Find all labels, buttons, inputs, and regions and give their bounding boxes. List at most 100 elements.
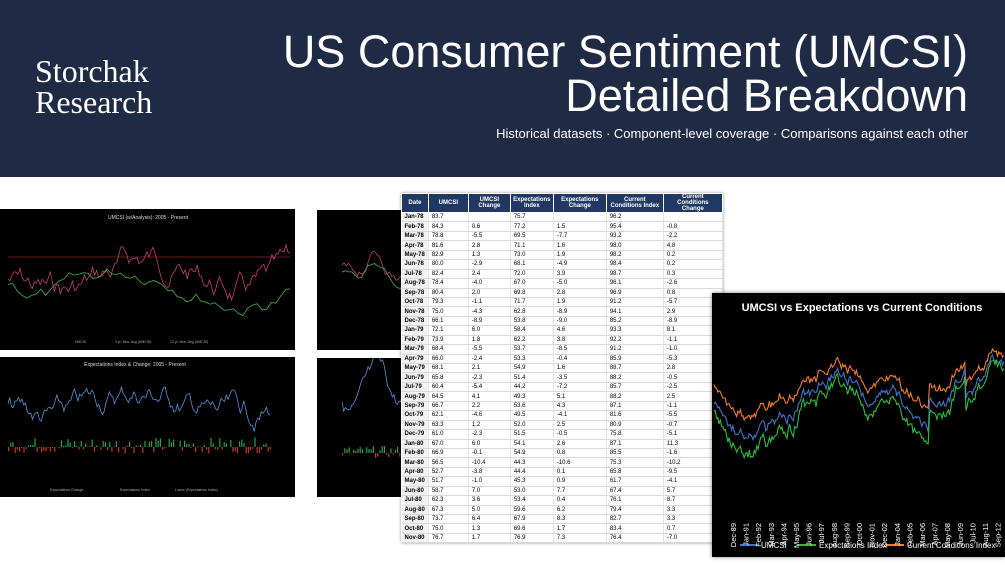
table-cell: 66.0 <box>428 354 469 365</box>
decor-bar <box>219 438 221 447</box>
table-cell: 71.1 <box>510 240 554 251</box>
table-cell: 2.8 <box>553 288 607 298</box>
table-cell: 92.2 <box>606 335 664 346</box>
table-cell: 54.9 <box>510 363 554 374</box>
table-cell: 3.6 <box>468 495 511 506</box>
table-cell: 2.8 <box>468 240 511 251</box>
table-cell: 87.1 <box>606 439 664 449</box>
decor-bar <box>267 447 269 452</box>
table-cell: 69.6 <box>510 523 554 534</box>
table-cell: 5.0 <box>468 505 511 516</box>
table-cell: 4.8 <box>663 240 723 251</box>
table-cell: -7.2 <box>553 382 607 393</box>
table-cell: 53.7 <box>510 344 554 355</box>
decor-bar <box>153 447 155 453</box>
table-cell: -0.4 <box>553 354 607 365</box>
x-tick-label: Mar-93 <box>767 523 776 547</box>
decor-bar <box>236 447 238 454</box>
table-cell: 69.5 <box>510 231 554 242</box>
table-cell: 62.2 <box>510 335 554 346</box>
table-cell: 83.4 <box>606 523 664 534</box>
decor-bar <box>102 440 104 447</box>
decor-bar <box>381 446 383 453</box>
table-cell: 79.4 <box>606 505 664 516</box>
table-cell: 81.6 <box>606 410 664 421</box>
table-cell: 78.4 <box>428 278 469 289</box>
column-header: UMCSI Change <box>467 193 511 213</box>
decor-line <box>341 250 407 282</box>
decor-bar <box>144 440 146 447</box>
table-cell: 0.2 <box>663 259 723 270</box>
logo-line: Storchak <box>35 53 149 89</box>
decor-bar <box>82 447 84 450</box>
table-row: Feb-78 84.3 0.6 77.2 1.5 95.4 -0.8 <box>401 221 723 232</box>
decor-bar <box>80 440 82 447</box>
decor-bar <box>394 449 396 453</box>
table-cell: 93.3 <box>606 325 664 336</box>
table-cell: Sep-78 <box>401 288 429 298</box>
table-row: Sep-80 73.7 6.4 67.9 8.3 82.7 3.3 <box>401 514 723 525</box>
decor-bar <box>388 453 390 458</box>
table-cell: 6.4 <box>468 514 511 525</box>
x-tick-label: Apr-07 <box>931 523 940 546</box>
table-cell: 1.9 <box>553 297 607 308</box>
decor-bar <box>263 444 265 447</box>
decor-bar <box>91 439 93 447</box>
x-tick-label: Aug-98 <box>830 523 839 547</box>
table-cell: 0.2 <box>663 250 723 261</box>
decor-bar <box>197 446 199 447</box>
column-header: Date <box>401 193 429 213</box>
x-tick-label: Mar-06 <box>918 523 927 547</box>
subtitle: Historical datasets · Component-level co… <box>496 126 968 141</box>
table-cell: Feb-80 <box>401 448 429 459</box>
decor-bar <box>247 447 249 454</box>
decor-bar <box>190 447 192 448</box>
chart: Expectations Index & Change: 2005 - Pres… <box>7 362 271 492</box>
table-cell: May-78 <box>401 250 429 261</box>
table-row: Aug-78 78.4 -4.0 67.0 -5.0 96.1 -2.6 <box>401 278 723 289</box>
column-header: Current Conditions Index <box>605 193 664 213</box>
header: Storchak Research US Consumer Sentiment … <box>0 0 1005 177</box>
decor-bar <box>133 447 135 453</box>
table-cell: -2.4 <box>468 354 511 365</box>
table-cell: 54.9 <box>510 448 554 459</box>
table-cell: 56.5 <box>428 457 469 468</box>
table-cell: -9.0 <box>553 316 607 327</box>
decor-bar <box>43 447 45 452</box>
decor-bar <box>366 447 368 453</box>
table-cell: 75.8 <box>606 429 664 440</box>
decor-bar <box>232 447 234 452</box>
decor-bar <box>192 443 194 447</box>
x-tick-label: Jul-10 <box>968 523 977 543</box>
table-cell: -4.9 <box>553 259 607 270</box>
x-tick-label: Sep-99 <box>842 523 851 547</box>
table-cell: 0.6 <box>468 221 511 232</box>
decor-bar <box>201 447 203 452</box>
table-cell: 2.0 <box>468 288 511 298</box>
decor-bar <box>159 438 161 447</box>
table-cell: 83.7 <box>428 212 469 223</box>
table-cell: 8.3 <box>553 514 607 525</box>
x-tick-label: Apr-94 <box>779 523 788 546</box>
legend-item: Expectations Index <box>120 488 150 492</box>
table-cell: 53.0 <box>510 486 554 497</box>
table-cell: 0.8 <box>663 288 723 298</box>
table-cell: 51.5 <box>510 429 554 440</box>
decor-bar <box>399 453 401 457</box>
decor-bar <box>390 448 392 453</box>
table-cell: 2.5 <box>553 420 607 431</box>
chart <box>341 358 407 458</box>
table-cell: -2.2 <box>663 231 723 242</box>
decor-bar <box>107 447 109 451</box>
decor-bar <box>346 449 348 453</box>
decor-bar <box>353 449 355 453</box>
decor-bar <box>14 447 16 454</box>
table-cell: 75.3 <box>606 457 664 468</box>
table-cell: 2.2 <box>468 401 511 412</box>
x-tick-label: Sep-12 <box>994 523 1003 547</box>
decor-bar <box>243 442 245 447</box>
table-cell: Jun-78 <box>401 259 429 270</box>
column-header: UMCSI <box>427 193 469 213</box>
decor-bar <box>52 447 54 449</box>
